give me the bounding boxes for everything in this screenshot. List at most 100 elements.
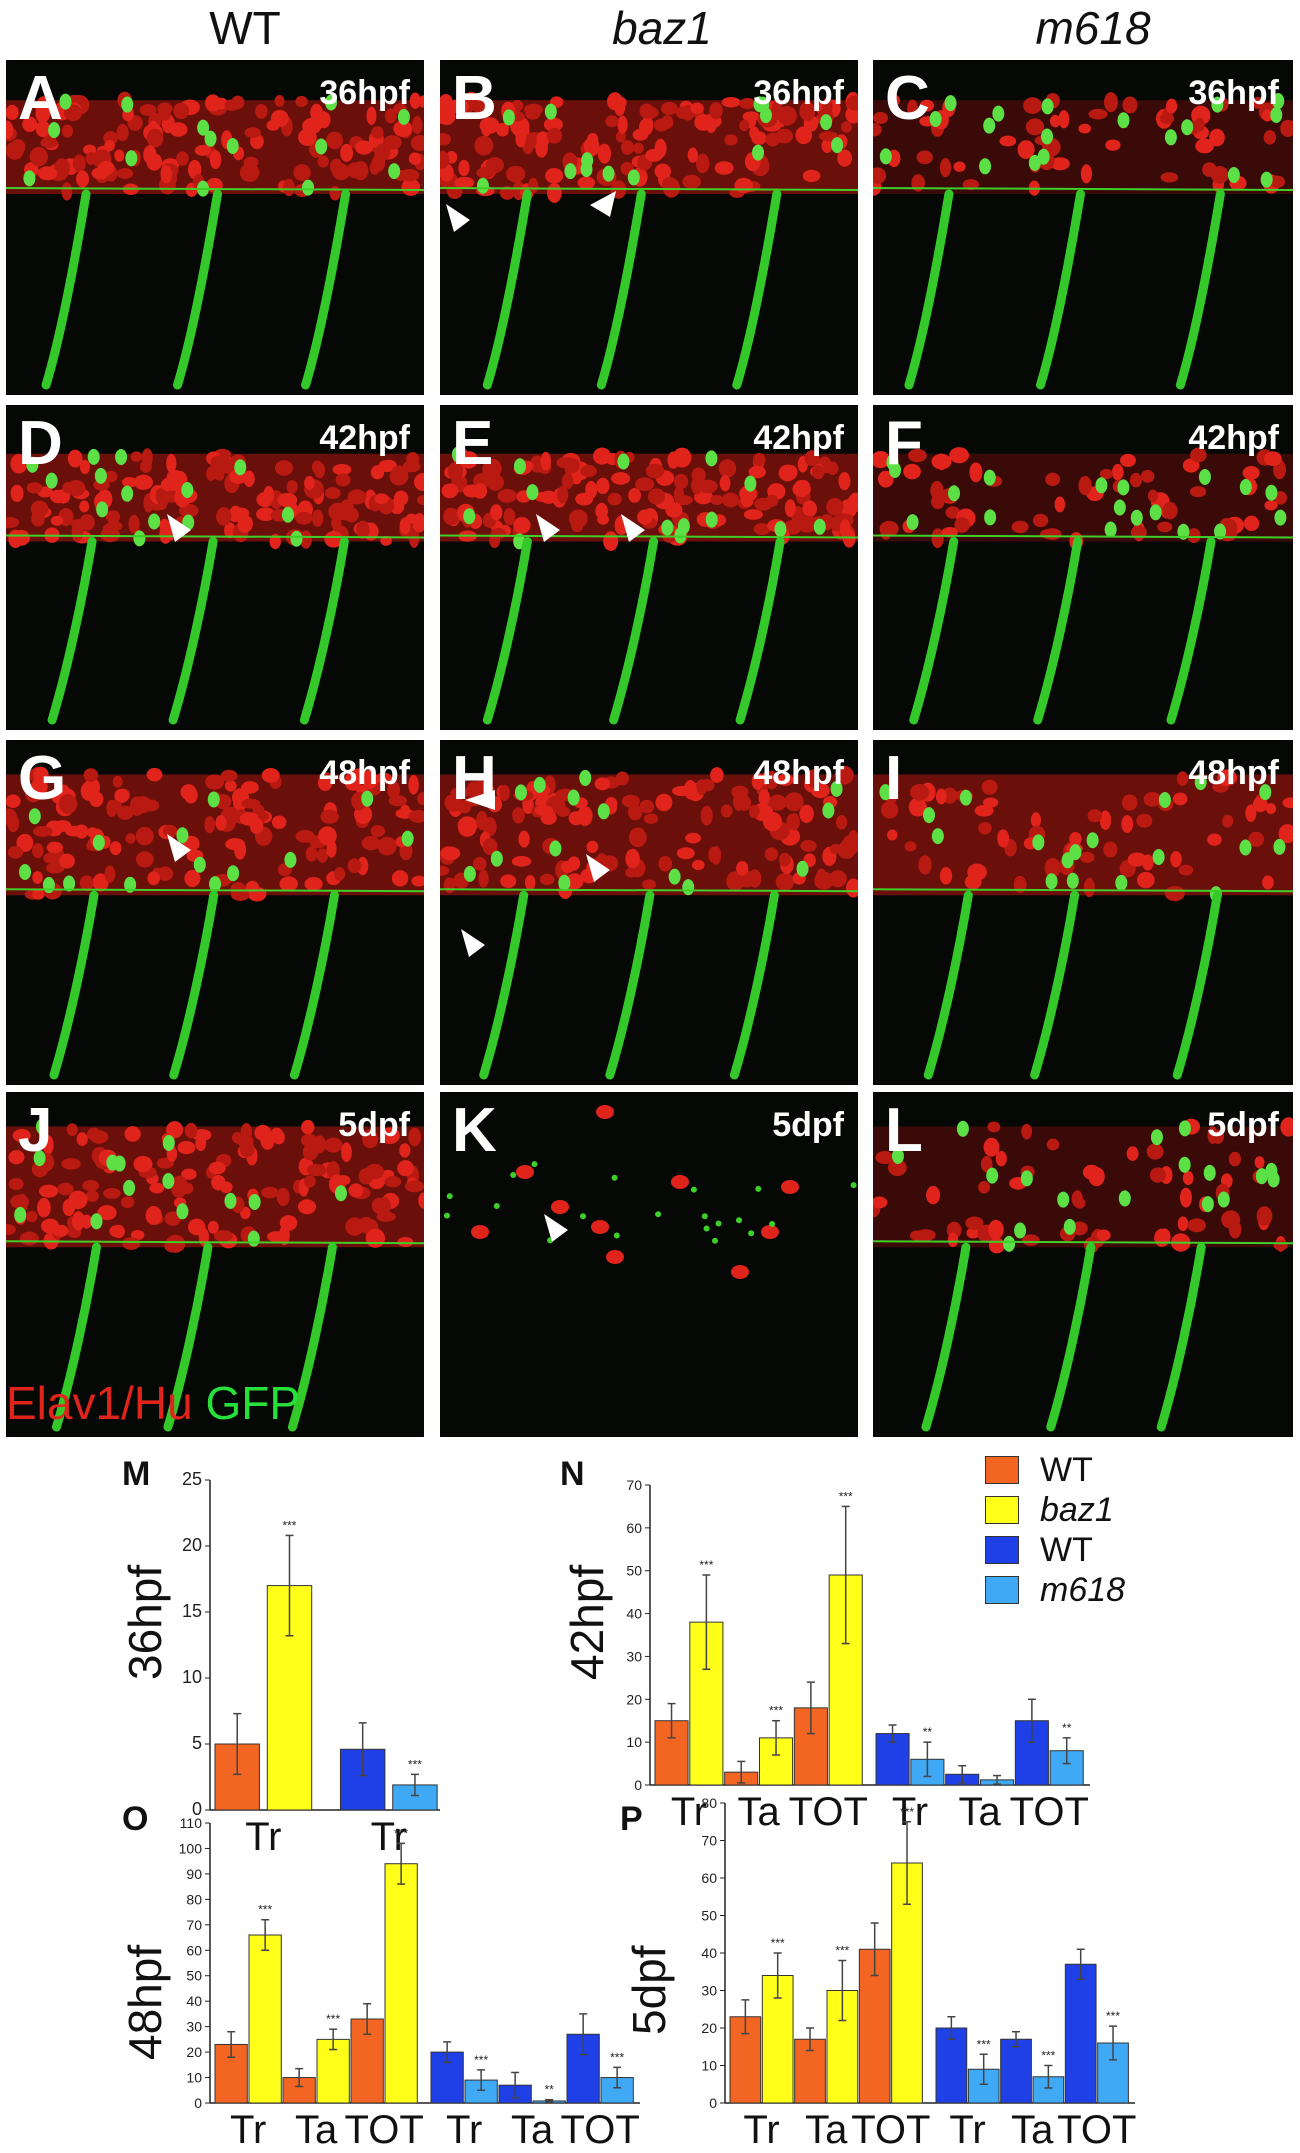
panel-stage-label: 36hpf	[753, 74, 844, 112]
panel-letter: F	[885, 409, 923, 478]
x-group-label: Ta	[805, 2108, 848, 2152]
panel-d: D 42hpf	[6, 405, 424, 730]
y-tick-label: 40	[186, 1993, 202, 2009]
panel-h-image	[440, 765, 858, 1080]
y-tick-label: 5	[192, 1733, 202, 1753]
panel-letter: G	[18, 744, 67, 813]
panel-g: G 48hpf	[6, 740, 424, 1085]
arrowhead-marker	[590, 191, 616, 217]
panel-letter: E	[452, 409, 494, 478]
panel-letter: I	[885, 744, 903, 813]
y-tick-label: 30	[701, 1983, 717, 1999]
x-group-label: Tr	[949, 2108, 985, 2152]
significance-label: ***	[977, 2037, 991, 2051]
panel-j-image	[6, 1118, 424, 1432]
x-group-label: Ta	[295, 2108, 338, 2152]
panel-c: C 36hpf	[873, 60, 1293, 395]
y-tick-label: 60	[186, 1942, 202, 1958]
panel-a-image	[6, 91, 424, 390]
significance-label: ***	[839, 1489, 853, 1503]
bar	[1064, 1963, 1097, 2104]
y-tick-label: 50	[186, 1968, 202, 1984]
x-group-label: Tr	[230, 2108, 266, 2152]
bar	[248, 1934, 282, 2104]
y-tick-label: 25	[182, 1469, 202, 1489]
y-tick-label: 70	[626, 1477, 642, 1493]
x-group-label: Tr	[743, 2108, 779, 2152]
legend-label: baz1	[1040, 1491, 1114, 1529]
y-tick-label: 10	[182, 1667, 202, 1687]
significance-label: ***	[835, 1944, 849, 1958]
panel-e: E 42hpf	[440, 405, 858, 730]
y-tick-label: 10	[186, 2070, 202, 2086]
panel-letter: C	[885, 64, 930, 133]
arrowhead-marker	[167, 834, 191, 862]
column-title-baz1: baz1	[612, 2, 712, 54]
y-tick-label: 0	[192, 1799, 202, 1819]
panel-letter: B	[452, 64, 497, 133]
y-tick-label: 20	[186, 2044, 202, 2060]
arrowhead-marker	[461, 929, 485, 957]
bar	[729, 2016, 762, 2104]
significance-label: ***	[1106, 2009, 1120, 2023]
panel-e-image	[440, 446, 858, 725]
panel-b: B 36hpf	[440, 60, 858, 395]
significance-label: ***	[900, 1805, 914, 1819]
stain-legend: Elav1/Hu GFP	[6, 1375, 300, 1431]
significance-label: **	[923, 1725, 933, 1739]
significance-label: **	[544, 2083, 554, 2097]
y-tick-label: 80	[186, 1891, 202, 1907]
x-group-label: Ta	[1011, 2108, 1054, 2152]
chart-y-axis-label: 42hpf	[561, 1564, 613, 1680]
y-tick-label: 60	[626, 1520, 642, 1536]
panel-stage-label: 48hpf	[753, 754, 844, 792]
panel-letter: K	[452, 1096, 497, 1165]
panel-stage-label: 48hpf	[319, 754, 410, 792]
y-tick-label: 70	[186, 1917, 202, 1933]
significance-label: ***	[610, 2050, 624, 2064]
panel-letter: J	[18, 1096, 53, 1165]
panel-c-image	[873, 92, 1293, 390]
x-group-label: Ta	[511, 2108, 554, 2152]
chart-y-axis-label: 5dpf	[623, 1945, 675, 2035]
panel-letter: L	[885, 1096, 923, 1165]
x-group-label: Tr	[671, 1790, 707, 1834]
y-tick-label: 50	[626, 1563, 642, 1579]
x-group-label: TOT	[789, 1790, 868, 1834]
significance-label: ***	[771, 1936, 785, 1950]
significance-label: ***	[258, 1903, 272, 1917]
panel-stage-label: 42hpf	[753, 419, 844, 457]
panel-f-image	[873, 447, 1293, 725]
panel-stage-label: 5dpf	[1207, 1106, 1279, 1144]
y-tick-label: 80	[701, 1795, 717, 1811]
y-tick-label: 100	[179, 1840, 203, 1856]
arrowhead-marker	[586, 854, 610, 882]
panel-l-image	[873, 1117, 1293, 1432]
y-tick-label: 40	[701, 1945, 717, 1961]
significance-label: ***	[282, 1518, 296, 1532]
panel-stage-label: 36hpf	[319, 74, 410, 112]
y-tick-label: 20	[182, 1535, 202, 1555]
chart-panel-letter: M	[122, 1455, 151, 1493]
x-group-label: Tr	[446, 2108, 482, 2152]
y-tick-label: 0	[709, 2095, 717, 2111]
panel-h: H 48hpf	[440, 740, 858, 1085]
legend-swatch	[985, 1536, 1019, 1564]
x-group-label: Ta	[738, 1790, 781, 1834]
arrowhead-marker	[167, 514, 191, 542]
significance-label: ***	[326, 2012, 340, 2026]
y-tick-label: 20	[701, 2020, 717, 2036]
arrowhead-marker	[536, 514, 560, 542]
significance-label: ***	[408, 1757, 422, 1771]
bar-chart-o: 0102030405060708090100110***************…	[179, 1815, 640, 2152]
panel-b-image	[440, 91, 858, 390]
x-group-label: TOT	[345, 2108, 424, 2152]
panel-a: A 36hpf	[6, 60, 424, 395]
panel-letter: H	[452, 744, 497, 813]
x-group-label: TOT	[1057, 2108, 1136, 2152]
legend-label: WT	[1040, 1451, 1093, 1489]
significance-label: ***	[1041, 2049, 1055, 2063]
arrowhead-marker	[544, 1214, 568, 1242]
